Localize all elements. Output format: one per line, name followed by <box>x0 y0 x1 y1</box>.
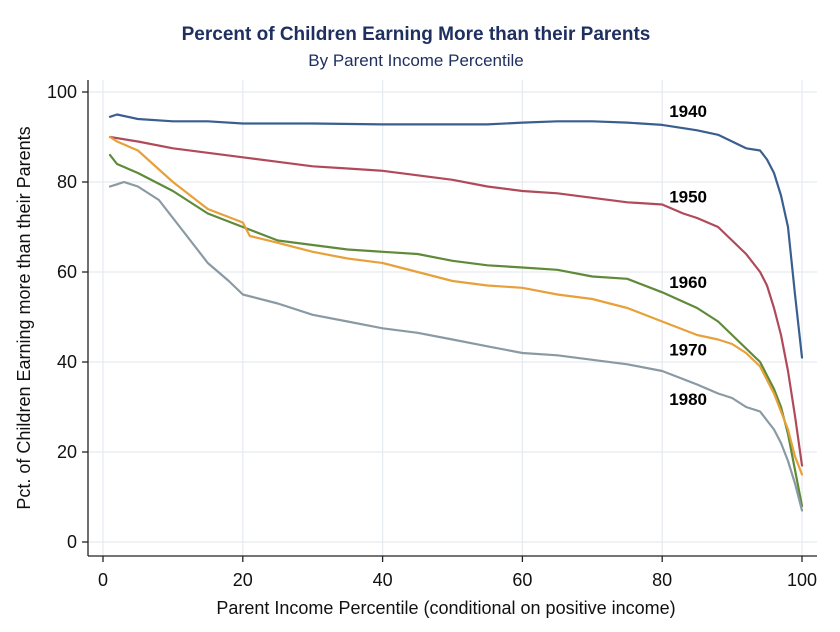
series-labels: 1940 1950 1960 1970 1980 <box>669 102 707 409</box>
chart-title: Percent of Children Earning More than th… <box>182 24 651 45</box>
y-tick-label: 20 <box>57 442 77 462</box>
series-label-1960: 1960 <box>669 273 707 292</box>
series-label-1980: 1980 <box>669 390 707 409</box>
series-label-1970: 1970 <box>669 340 707 359</box>
y-tick-label: 60 <box>57 262 77 282</box>
x-axis-title: Parent Income Percentile (conditional on… <box>216 598 675 618</box>
series-lines <box>108 113 804 512</box>
x-tick-label: 60 <box>512 570 532 590</box>
y-tick-label: 0 <box>67 532 77 552</box>
series-line-1950 <box>108 135 804 467</box>
series-label-1950: 1950 <box>669 187 707 206</box>
x-tick-label: 0 <box>98 570 108 590</box>
y-axis-title: Pct. of Children Earning more than their… <box>14 126 34 509</box>
y-tick-label: 100 <box>47 82 77 102</box>
axes: 0 20 40 60 80 100 0 20 40 60 80 100 <box>47 80 817 590</box>
x-tick-label: 40 <box>373 570 393 590</box>
y-tick-label: 80 <box>57 172 77 192</box>
series-line-1960 <box>108 153 804 508</box>
series-label-1940: 1940 <box>669 102 707 121</box>
grid-lines <box>88 80 817 556</box>
series-line-1970 <box>108 135 804 476</box>
y-tick-label: 40 <box>57 352 77 372</box>
x-tick-label: 80 <box>652 570 672 590</box>
chart-subtitle: By Parent Income Percentile <box>308 51 523 70</box>
x-tick-label: 20 <box>233 570 253 590</box>
series-line-1980 <box>108 180 804 512</box>
series-line-1940 <box>108 113 804 359</box>
x-tick-label: 100 <box>787 570 817 590</box>
